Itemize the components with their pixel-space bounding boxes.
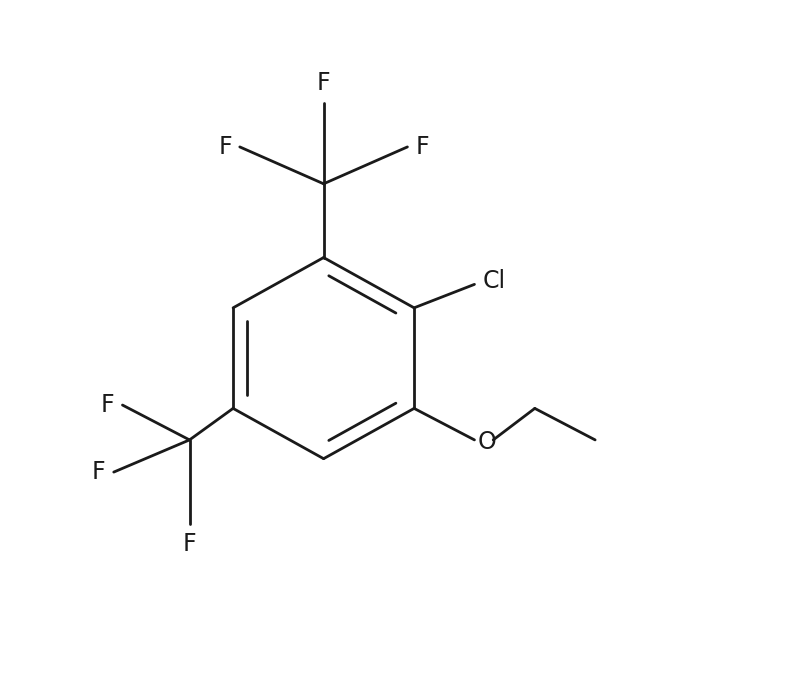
Text: F: F: [317, 71, 330, 95]
Text: Cl: Cl: [482, 269, 506, 293]
Text: F: F: [92, 460, 106, 484]
Text: F: F: [218, 135, 232, 159]
Text: F: F: [415, 135, 429, 159]
Text: F: F: [183, 533, 196, 556]
Text: F: F: [101, 393, 114, 417]
Text: O: O: [478, 430, 496, 454]
